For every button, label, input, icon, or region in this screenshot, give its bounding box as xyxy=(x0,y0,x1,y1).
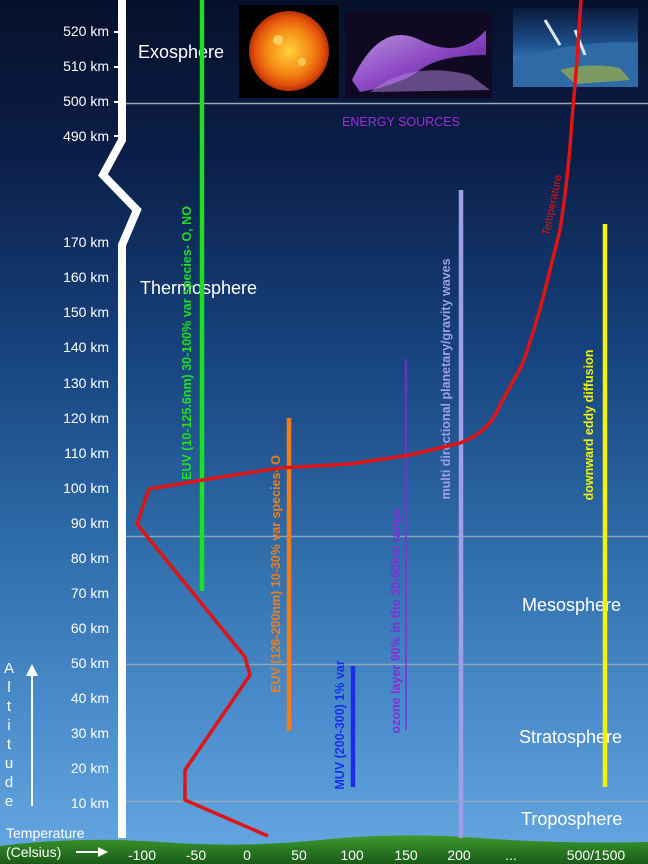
altitude-tick-490: 490 km xyxy=(63,128,109,144)
temperature-axis-title: Temperature xyxy=(6,825,85,841)
temperature-curve xyxy=(135,0,583,838)
altitude-arrow-head xyxy=(26,664,38,676)
altitude-tick-80: 80 km xyxy=(71,550,109,566)
altitude-letter-1: l xyxy=(7,679,10,696)
altitude-tick-100: 100 km xyxy=(63,480,109,496)
altitude-letter-2: t xyxy=(7,698,12,715)
altitude-tick-60: 60 km xyxy=(71,620,109,636)
temperature-arrow-head xyxy=(98,847,108,857)
altitude-tick-110: 110 km xyxy=(64,445,109,461)
ozone-label: ozone layer 90% in the 30-50km range xyxy=(389,508,403,733)
energy-sources-label: ENERGY SOURCES xyxy=(342,115,460,129)
sun-image xyxy=(239,5,339,98)
eddy-diffusion-label: downward eddy diffusion xyxy=(582,350,596,501)
bar-labels: EUV (10-125.6nm) 30-100% var species- O,… xyxy=(180,206,596,790)
layer-label-mesosphere: Mesosphere xyxy=(522,595,621,615)
altitude-tick-510: 510 km xyxy=(63,58,109,74)
altitude-tick-30: 30 km xyxy=(71,725,109,741)
layer-label-troposphere: Troposphere xyxy=(521,809,622,829)
altitude-letter-4: t xyxy=(7,736,12,753)
temp-tick-minus50: -50 xyxy=(186,847,206,863)
temp-tick-ellipsis: ... xyxy=(505,847,517,863)
altitude-tick-50: 50 km xyxy=(71,655,109,671)
altitude-tick-120: 120 km xyxy=(63,410,109,426)
altitude-tick-90: 90 km xyxy=(71,515,109,531)
altitude-letter-3: i xyxy=(7,717,10,734)
altitude-tick-70: 70 km xyxy=(71,585,109,601)
altitude-tick-150: 150 km xyxy=(63,304,109,320)
altitude-tick-labels: 520 km 510 km 500 km 490 km 170 km 160 k… xyxy=(63,23,109,811)
altitude-axis-title: A l t i t u d e xyxy=(4,660,14,810)
euv-short-label: EUV (10-125.6nm) 30-100% var species- O,… xyxy=(180,206,194,480)
temp-tick-500-1500: 500/1500 xyxy=(567,847,626,863)
altitude-tick-130: 130 km xyxy=(63,375,109,391)
muv-label: MUV (200-300) 1% var xyxy=(333,660,347,789)
temperature-tick-labels: -100 -50 0 50 100 150 200 ... 500/1500 xyxy=(128,847,625,863)
layer-label-stratosphere: Stratosphere xyxy=(519,727,622,747)
altitude-tick-40: 40 km xyxy=(71,690,109,706)
altitude-axis-line xyxy=(98,0,142,838)
altitude-tick-140: 140 km xyxy=(63,339,109,355)
altitude-letter-0: A xyxy=(4,660,14,677)
euv-long-label: EUV (126-200nm) 10-30% var species- O xyxy=(269,455,283,693)
altitude-axis-ticks xyxy=(114,31,126,137)
altitude-letter-7: e xyxy=(5,793,13,810)
altitude-letter-6: d xyxy=(5,774,13,791)
temp-tick-200: 200 xyxy=(447,847,471,863)
ground-grass xyxy=(0,835,648,864)
layer-label-exosphere: Exosphere xyxy=(138,42,224,62)
altitude-tick-10: 10 km xyxy=(71,795,109,811)
altitude-tick-500: 500 km xyxy=(63,93,109,109)
aurora-image xyxy=(345,12,492,98)
temp-tick-minus100: -100 xyxy=(128,847,156,863)
temp-tick-100: 100 xyxy=(340,847,364,863)
altitude-tick-160: 160 km xyxy=(63,269,109,285)
temp-tick-50: 50 xyxy=(291,847,307,863)
temp-tick-0: 0 xyxy=(243,847,251,863)
altitude-tick-170: 170 km xyxy=(63,234,109,250)
altitude-tick-20: 20 km xyxy=(71,760,109,776)
temperature-axis-unit: (Celsius) xyxy=(6,844,61,860)
altitude-tick-520: 520 km xyxy=(63,23,109,39)
layer-label-thermosphere: Thermosphere xyxy=(140,278,257,298)
gravity-waves-label: multi directional planetary/gravity wave… xyxy=(439,258,453,499)
temp-tick-150: 150 xyxy=(394,847,418,863)
altitude-letter-5: u xyxy=(5,755,13,772)
